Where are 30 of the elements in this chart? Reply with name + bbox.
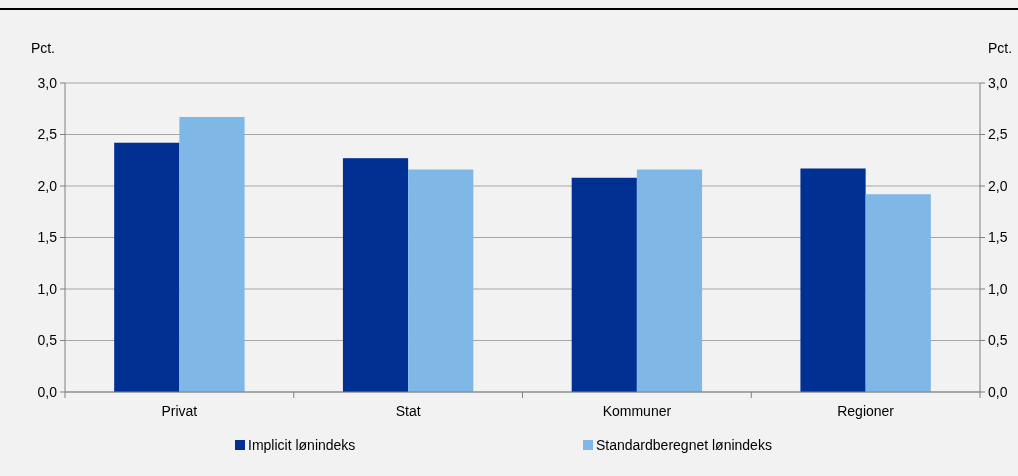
bar: [865, 194, 931, 392]
y2-tick-label: 0,5: [988, 332, 1008, 349]
x-tick-label: Stat: [395, 403, 421, 419]
bar: [800, 168, 866, 392]
legend-label: Standardberegnet lønindeks: [596, 436, 772, 453]
legend-label: Implicit lønindeks: [248, 436, 356, 453]
y2-tick-label: 1,0: [988, 280, 1008, 297]
bar: [571, 177, 637, 392]
y-tick-label: 2,5: [37, 126, 58, 143]
y2-tick-label: 2,5: [988, 126, 1008, 143]
y-tick-label: 1,5: [37, 229, 58, 246]
bar: [408, 169, 474, 392]
bar: [342, 158, 409, 392]
x-tick-label: Privat: [161, 403, 198, 419]
x-tick-label: Regioner: [837, 403, 895, 419]
y-axis-title: Pct.: [30, 40, 55, 56]
y-tick-label: 1,0: [37, 280, 58, 297]
y2-tick-label: 3,0: [988, 74, 1008, 91]
y-tick-label: 3,0: [37, 74, 58, 91]
y2-tick-label: 0,0: [988, 383, 1008, 400]
bar: [179, 116, 245, 392]
y2-axis-title: Pct.: [988, 40, 1013, 56]
y2-tick-label: 1,5: [988, 229, 1008, 246]
bar: [114, 142, 180, 392]
y-tick-label: 2,0: [37, 177, 58, 194]
y2-tick-label: 2,0: [988, 177, 1008, 194]
bar: [636, 169, 703, 392]
x-tick-label: Kommuner: [602, 403, 672, 419]
y-tick-label: 0,0: [37, 383, 58, 400]
y-tick-label: 0,5: [37, 332, 58, 349]
